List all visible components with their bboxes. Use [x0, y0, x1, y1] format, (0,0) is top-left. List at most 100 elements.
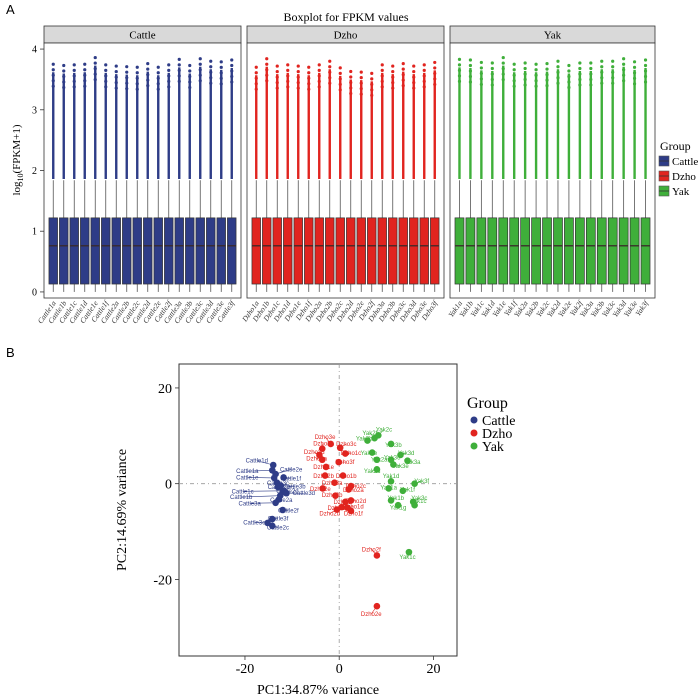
pca-y-axis-label: PC2:14.69% variance: [115, 449, 130, 571]
box-Cattle2a: [111, 64, 121, 292]
pca-marker: [336, 444, 344, 452]
pca-point-Cattle3b: Cattle3b: [277, 482, 306, 491]
outlier-point: [328, 59, 332, 63]
legend-b-label: Cattle: [482, 414, 515, 429]
outlier-point: [545, 67, 549, 71]
pca-point-Dzho3e: Dzho3e: [315, 435, 336, 448]
pca-point-label: Yak1g: [390, 506, 407, 512]
outlier-point: [275, 75, 279, 79]
pca-point-label: Cattle3e: [243, 520, 266, 526]
pca-marker: [347, 497, 355, 504]
pca-point-Dzho3f: Dzho3f: [335, 458, 355, 466]
pca-marker: [342, 450, 349, 457]
outlier-point: [534, 62, 538, 66]
pca-point-label: Dzho3a: [322, 481, 343, 487]
legend-a-entry-dzho: Dzho: [658, 170, 696, 183]
box-body: [629, 217, 640, 285]
outlier-point: [286, 74, 290, 78]
boxplot-legend: Group Cattle Dzho Yak: [658, 139, 698, 198]
outlier-point: [433, 77, 437, 81]
box-body: [293, 217, 303, 285]
outlier-point: [296, 69, 300, 74]
outlier-point: [422, 85, 426, 89]
pca-point-Dzho2f: Dzho2f: [362, 547, 381, 559]
outlier-point: [490, 61, 494, 65]
outlier-point: [534, 84, 538, 88]
box-body: [607, 217, 618, 285]
outlier-point: [401, 84, 405, 88]
pca-point-Dzho2e: Dzho2e: [310, 485, 331, 493]
outlier-point: [114, 86, 118, 90]
outlier-point: [254, 87, 258, 91]
outlier-point: [468, 80, 473, 84]
outlier-point: [188, 85, 192, 90]
pca-point-Cattle2f: Cattle2f: [278, 506, 299, 514]
outlier-point: [125, 87, 129, 91]
outlier-point: [370, 93, 374, 97]
outlier-point: [534, 73, 538, 77]
pca-point-label: Cattle2a: [270, 498, 293, 504]
legend-b-label: Dzho: [482, 427, 512, 442]
pca-point-Yak1b: Yak1b: [387, 496, 405, 504]
pca-marker: [390, 461, 397, 468]
pca-point-label: Yak2c: [376, 428, 392, 434]
outlier-point: [135, 71, 139, 75]
box-Yak1d: [487, 61, 498, 292]
pca-point-Cattle1e: Cattle1e: [236, 474, 278, 481]
outlier-point: [114, 80, 118, 85]
outlier-point: [512, 84, 516, 88]
pca-point-label: Yak2e: [361, 451, 378, 457]
pca-point-Yak2a: Yak2a: [371, 456, 388, 464]
outlier-point: [104, 63, 108, 67]
y-tick-label: 0: [32, 287, 37, 298]
outlier-point: [422, 74, 426, 78]
outlier-point: [512, 68, 516, 72]
outlier-point: [611, 65, 615, 69]
outlier-point: [254, 76, 258, 80]
box-body: [262, 217, 272, 285]
box-Yak3b: [596, 59, 607, 292]
pca-marker: [318, 456, 326, 464]
outlier-point: [501, 61, 505, 65]
outlier-point: [230, 63, 234, 68]
pca-point-Yak3a: Yak3a: [404, 457, 421, 466]
box-Yak3c: [607, 59, 618, 292]
outlier-point: [209, 76, 213, 80]
outlier-point: [83, 79, 87, 83]
outlier-point: [146, 67, 150, 71]
box-Cattle3f: [227, 58, 237, 292]
pca-point-label: Dzho1c: [341, 451, 361, 457]
pca-y-tick-label: 0: [165, 478, 172, 493]
outlier-point: [230, 80, 234, 84]
outlier-point: [611, 76, 615, 80]
outlier-point: [209, 65, 213, 69]
outlier-point: [125, 70, 129, 74]
outlier-point: [114, 64, 118, 68]
pca-marker: [385, 485, 392, 492]
outlier-point: [83, 62, 87, 66]
pca-point-Dzho2a: Dzho2a: [343, 486, 364, 494]
outlier-point: [622, 79, 626, 83]
outlier-point: [457, 68, 462, 72]
outlier-point: [600, 70, 604, 74]
outlier-point: [433, 60, 437, 65]
facets-group: CattleCattle1aCattle1bCattle1cCattle1dCa…: [36, 25, 656, 325]
box-body: [122, 217, 132, 285]
pca-marker: [373, 552, 381, 559]
box-body: [153, 217, 163, 285]
outlier-point: [254, 65, 258, 69]
outlier-point: [380, 68, 384, 72]
pca-point-Yak2b: Yak2b: [356, 437, 373, 444]
outlier-point: [167, 85, 171, 89]
y-tick-label: 3: [32, 105, 37, 116]
box-body: [272, 217, 282, 285]
boxplot-title: Boxplot for FPKM values: [283, 10, 408, 24]
pca-point-label: Cattle2c: [267, 526, 289, 532]
outlier-point: [72, 85, 76, 89]
box-Dzho2a: [314, 63, 324, 292]
pca-point-label: Cattle1b: [230, 495, 253, 501]
pca-marker: [327, 440, 335, 448]
pca-point-label: Dzho3a: [306, 456, 327, 462]
outlier-point: [72, 68, 76, 72]
pca-x-tick-label: 20: [426, 662, 440, 677]
